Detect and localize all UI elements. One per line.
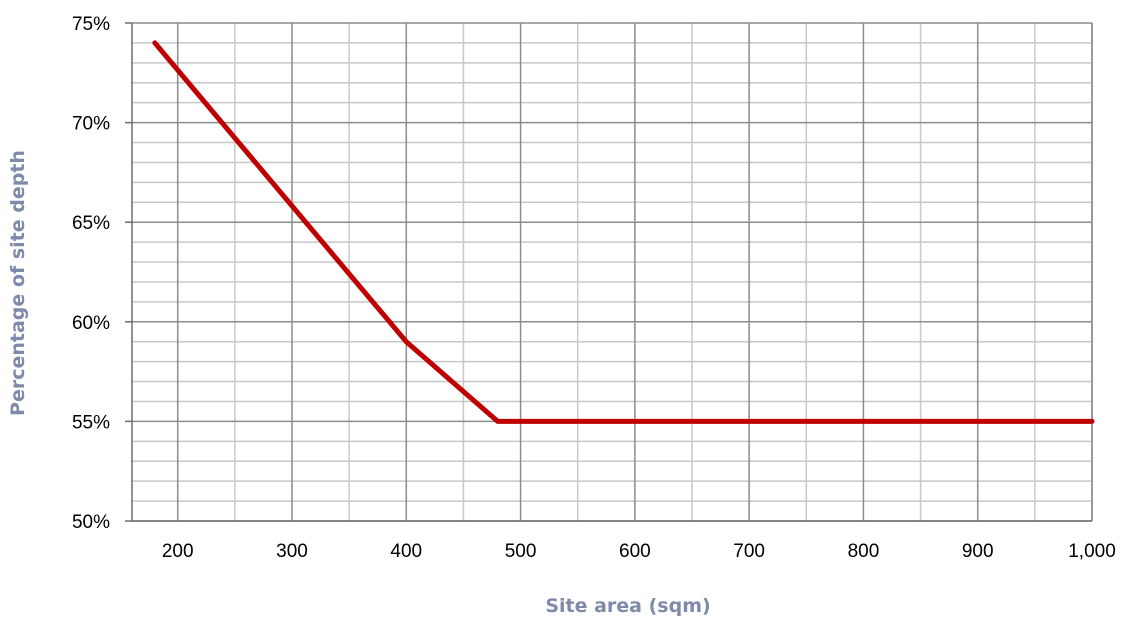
x-tick-label: 300 [276,541,308,562]
minor-gridlines [132,23,1092,521]
major-gridlines [132,22,1093,522]
axes [125,22,1092,522]
x-tick-label: 1,000 [1068,541,1116,562]
x-tick-label: 400 [390,541,422,562]
x-tick-label: 900 [962,541,994,562]
y-tick-label: 55% [72,412,110,433]
x-tick-label: 600 [619,541,651,562]
series-line [152,40,1095,424]
x-axis-tick-labels: 200 300 400 500 600 700 800 900 1,000 [162,541,1116,562]
y-axis-tick-labels: 50% 55% 60% 65% 70% 75% [72,14,110,533]
x-tick-label: 800 [848,541,880,562]
y-tick-label: 75% [72,14,110,35]
x-tick-label: 500 [505,541,537,562]
y-tick-label: 50% [72,512,110,533]
data-series [152,40,1095,424]
y-tick-label: 70% [72,114,110,135]
y-tick-label: 65% [72,213,110,234]
x-tick-label: 700 [733,541,765,562]
x-tick-label: 200 [162,541,194,562]
y-tick-label: 60% [72,313,110,334]
y-axis-title: Percentage of site depth [7,150,29,416]
x-axis-title: Site area (sqm) [545,595,710,617]
